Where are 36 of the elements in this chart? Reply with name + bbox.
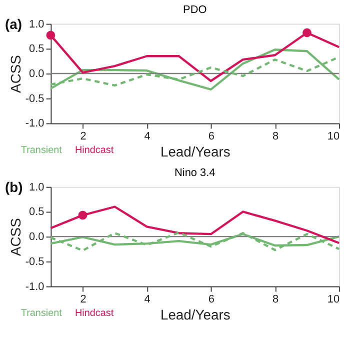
text: Transient <box>20 145 62 156</box>
text: Transient <box>20 308 62 320</box>
text: (a) <box>4 16 22 32</box>
x-axis-title: Lead/Years <box>160 144 230 160</box>
line-series <box>50 206 340 244</box>
y-tick-label: -1.0 <box>25 118 44 130</box>
x-tick-label: 2 <box>80 294 86 306</box>
y-axis-title: ACSS <box>7 218 24 256</box>
line-series <box>50 48 340 91</box>
y-tick-label: 1.0 <box>29 18 44 30</box>
text: Hindcast <box>74 145 114 156</box>
line-series <box>50 232 340 252</box>
y-tick-label: 0.0 <box>29 231 44 244</box>
x-tick-label: 6 <box>208 130 214 143</box>
x-tick-label: 10 <box>327 130 340 143</box>
chart-title: Nino 3.4 <box>174 166 216 179</box>
y-tick-label: -1.0 <box>25 280 44 293</box>
x-axis-title: Lead/Years <box>160 306 230 323</box>
text: Hindcast <box>74 308 114 320</box>
x-tick-label: 6 <box>208 294 214 306</box>
x-tick-label: 4 <box>144 130 150 143</box>
x-tick-label: 8 <box>272 294 279 306</box>
y-axis-title: ACSS <box>7 55 24 93</box>
x-tick-label: 10 <box>327 294 340 306</box>
text: (b) <box>4 178 23 195</box>
line-series <box>50 233 340 247</box>
y-tick-label: -0.5 <box>25 256 44 268</box>
y-tick-label: 0.0 <box>29 68 44 80</box>
x-tick-label: 2 <box>80 130 86 143</box>
y-tick-label: 0.5 <box>29 206 44 218</box>
x-tick-label: 8 <box>272 130 279 143</box>
chart-title: PDO <box>183 4 207 16</box>
y-tick-label: 1.0 <box>29 181 44 194</box>
y-tick-label: 0.5 <box>29 43 44 56</box>
y-tick-label: -0.5 <box>25 92 44 105</box>
x-tick-label: 4 <box>144 294 150 306</box>
